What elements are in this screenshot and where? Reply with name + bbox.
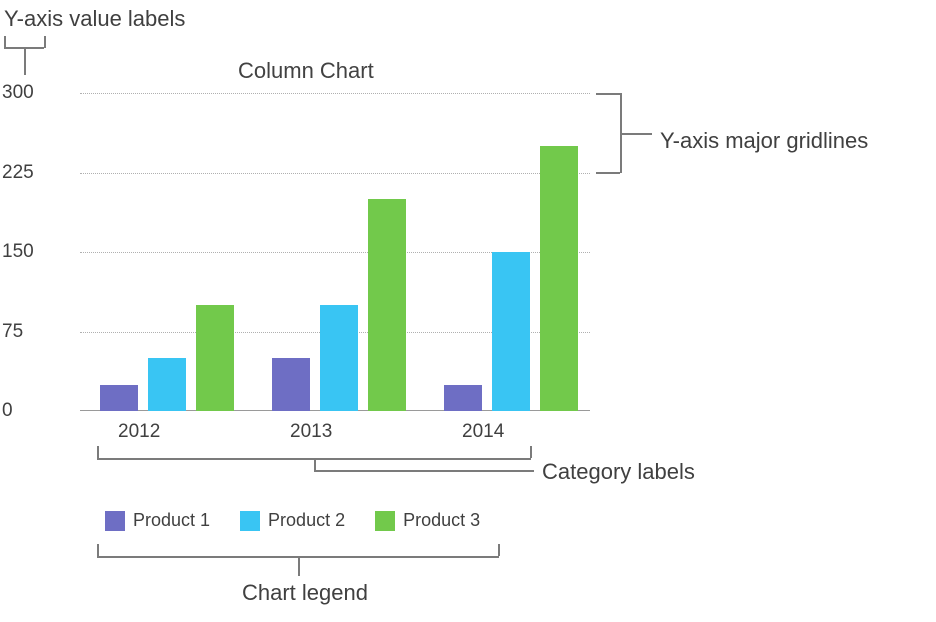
legend-label: Product 2 xyxy=(268,510,345,531)
bar xyxy=(320,305,358,411)
bracket-seg xyxy=(24,47,26,75)
gridline xyxy=(80,173,590,174)
bracket-seg xyxy=(620,133,652,135)
category-label: 2012 xyxy=(118,421,160,443)
bar xyxy=(148,358,186,411)
bar xyxy=(444,385,482,412)
legend-swatch xyxy=(105,511,125,531)
bracket-seg xyxy=(97,446,99,458)
bar xyxy=(196,305,234,411)
bracket-seg xyxy=(44,36,46,48)
bar xyxy=(492,252,530,411)
legend-item: Product 2 xyxy=(240,510,345,531)
legend-label: Product 3 xyxy=(403,510,480,531)
bar xyxy=(100,385,138,412)
chart-legend: Product 1 Product 2 Product 3 xyxy=(105,510,480,531)
bracket-seg xyxy=(498,544,500,556)
category-label: 2013 xyxy=(290,421,332,443)
y-axis-label: 150 xyxy=(2,241,62,263)
legend-swatch xyxy=(375,511,395,531)
bracket-seg xyxy=(596,93,620,95)
legend-swatch xyxy=(240,511,260,531)
bracket-seg xyxy=(298,556,300,576)
bar xyxy=(272,358,310,411)
bracket-seg xyxy=(97,544,99,556)
plot-area: 075150225300 xyxy=(80,93,590,411)
category-label: 2014 xyxy=(462,421,504,443)
y-axis-label: 225 xyxy=(2,162,62,184)
bracket-seg xyxy=(314,470,534,472)
callout-category-labels: Category labels xyxy=(542,459,695,485)
legend-item: Product 1 xyxy=(105,510,210,531)
callout-y-gridlines: Y-axis major gridlines xyxy=(660,128,868,154)
legend-item: Product 3 xyxy=(375,510,480,531)
chart-title: Column Chart xyxy=(238,58,374,84)
y-axis-label: 0 xyxy=(2,400,62,422)
bracket-seg xyxy=(596,172,620,174)
bar xyxy=(540,146,578,411)
stage: Y-axis value labels Column Chart 0751502… xyxy=(0,0,936,622)
bar xyxy=(368,199,406,411)
y-axis-label: 75 xyxy=(2,321,62,343)
callout-y-value-labels: Y-axis value labels xyxy=(4,6,185,32)
bracket-seg xyxy=(314,458,316,470)
bracket-seg xyxy=(530,446,532,458)
callout-chart-legend: Chart legend xyxy=(242,580,368,606)
gridline xyxy=(80,93,590,94)
legend-label: Product 1 xyxy=(133,510,210,531)
y-axis-label: 300 xyxy=(2,82,62,104)
